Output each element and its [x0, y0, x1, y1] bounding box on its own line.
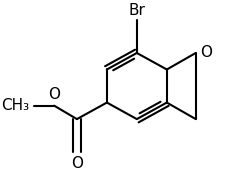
Text: Br: Br [129, 3, 145, 18]
Text: CH₃: CH₃ [1, 98, 29, 113]
Text: O: O [71, 156, 83, 171]
Text: O: O [48, 87, 60, 101]
Text: O: O [200, 45, 212, 61]
